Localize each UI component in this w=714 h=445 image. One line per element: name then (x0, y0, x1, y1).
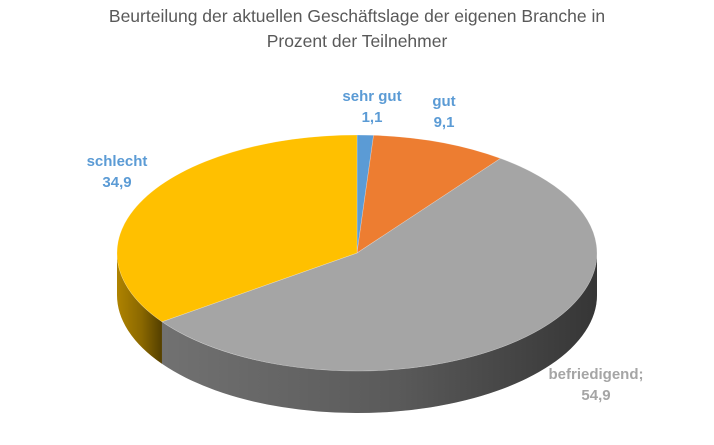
chart-title-line-1: Beurteilung der aktuellen Geschäftslage … (108, 6, 606, 26)
data-label-value: 1,1 (361, 109, 383, 126)
pie-slice-schlecht (116, 134, 358, 323)
data-label-value: 54,9 (581, 387, 611, 404)
data-label-value: 34,9 (102, 174, 132, 191)
chart-title: Beurteilung der aktuellen Geschäftslage … (0, 4, 714, 54)
pie-side-shading-schlecht (117, 253, 162, 364)
pie-slice-befriedigend (161, 158, 598, 372)
data-label-sehr-gut: sehr gut 1,1 (336, 86, 408, 128)
data-label-category: gut (432, 93, 456, 110)
chart-title-line-2: Prozent der Teilnehmer (266, 31, 448, 51)
pie-slice-sehr-gut (356, 134, 374, 254)
data-label-schlecht: schlecht 34,9 (79, 151, 155, 193)
data-label-category: sehr gut (342, 88, 402, 105)
pie-top-faces (116, 134, 598, 372)
data-label-value: 9,1 (433, 114, 455, 131)
data-label-category: befriedigend; (548, 366, 644, 383)
data-label-befriedigend: befriedigend; 54,9 (541, 364, 651, 406)
pie-side-walls (117, 253, 597, 413)
data-label-category: schlecht (86, 153, 148, 170)
pie-slice-gut (356, 134, 502, 254)
pie-side-shading-befriedigend (161, 253, 597, 413)
data-label-gut: gut 9,1 (424, 91, 464, 133)
